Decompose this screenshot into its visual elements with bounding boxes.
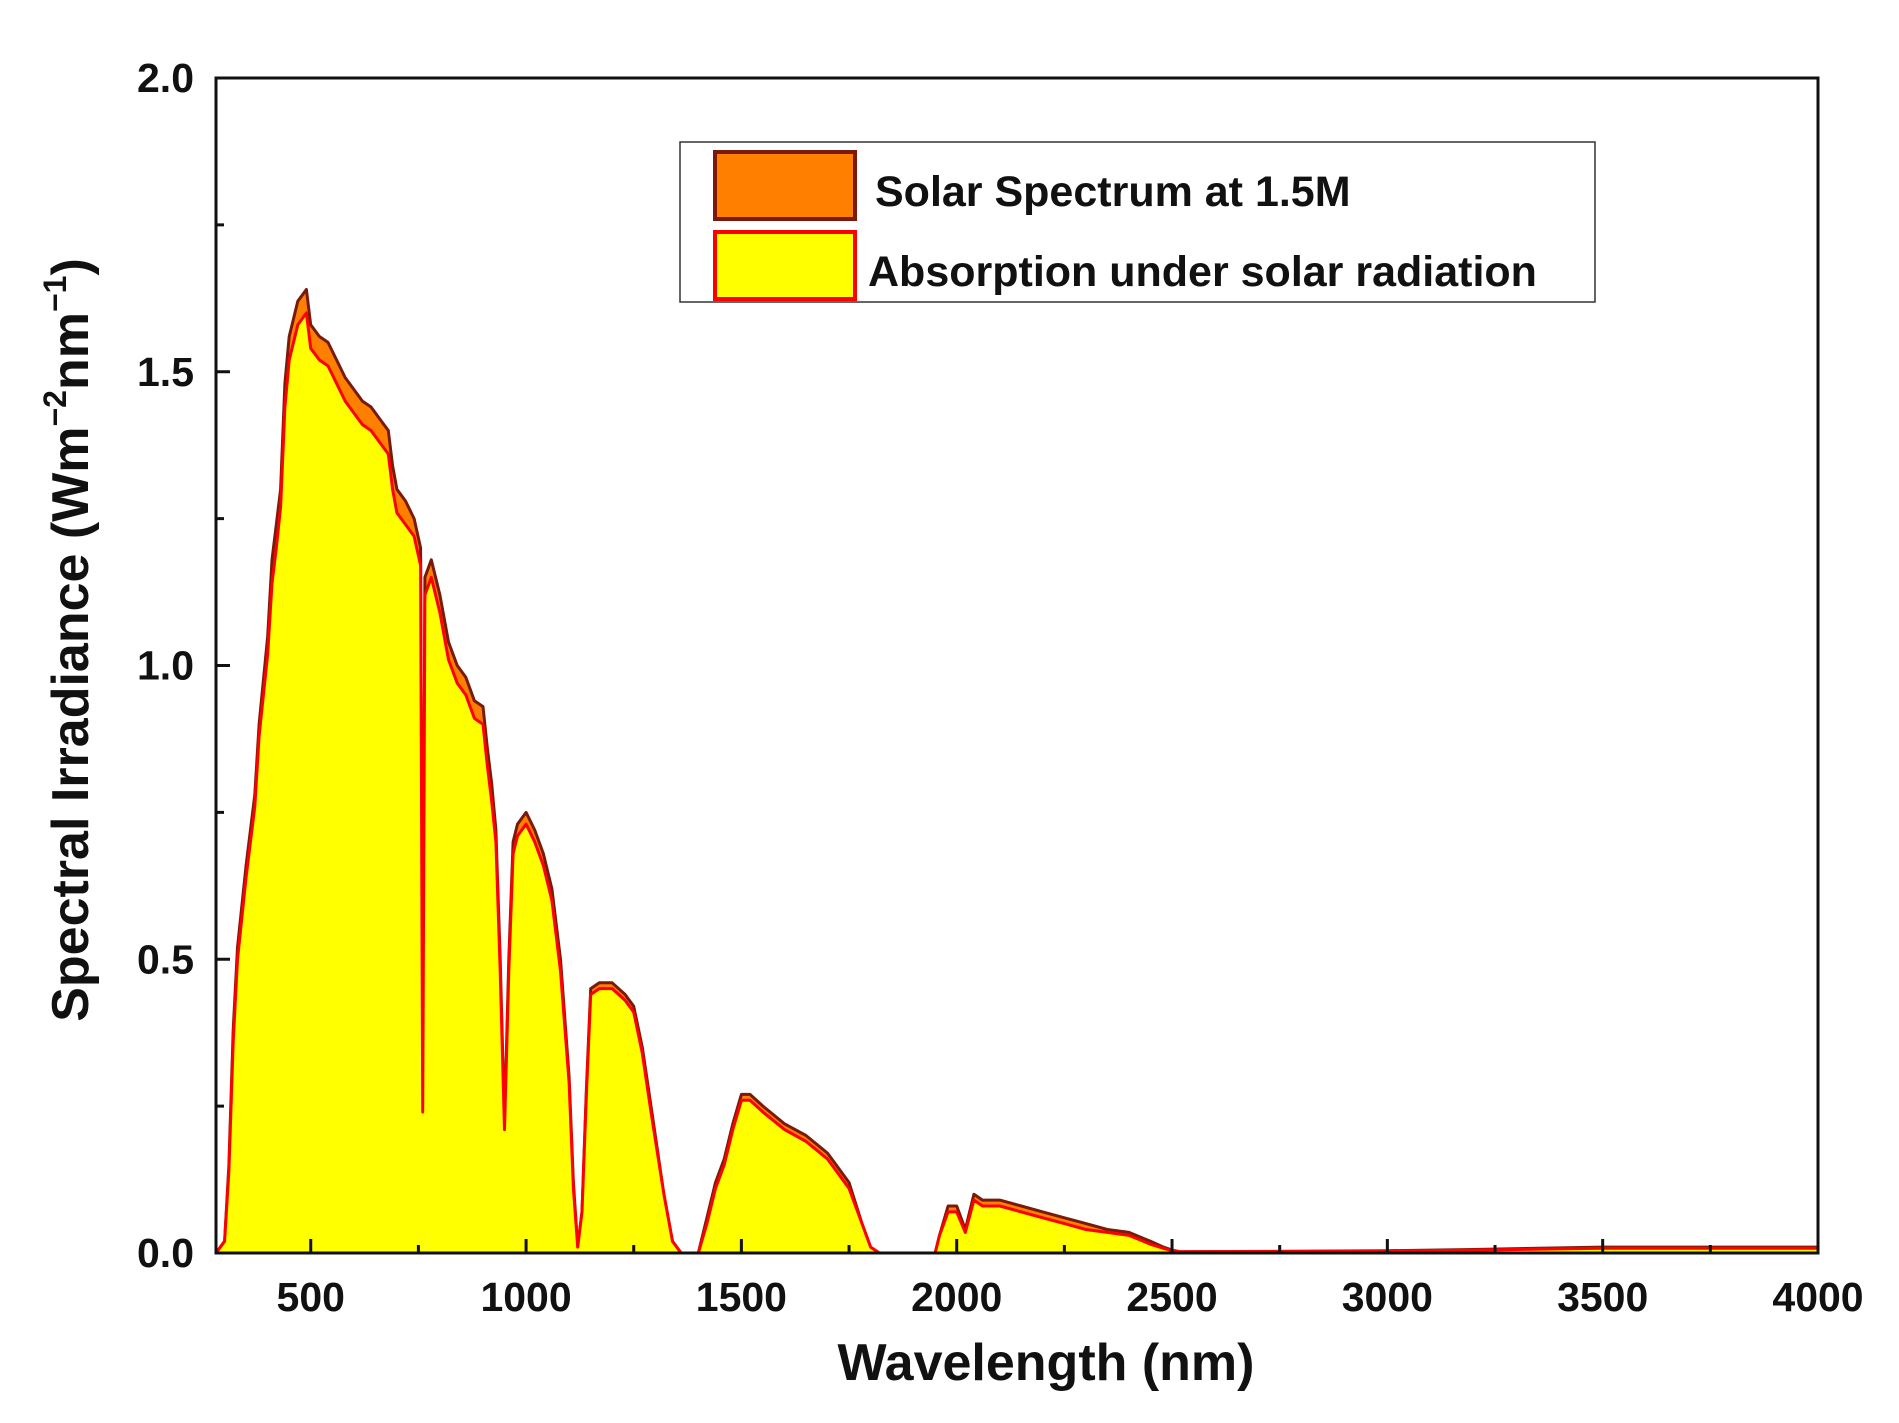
x-tick-label: 1500 <box>696 1274 787 1320</box>
y-axis-title-sup1: −2 <box>37 390 73 426</box>
y-axis-title-main: Spectral Irradiance (Wm <box>42 426 100 1021</box>
x-tick-label: 2000 <box>911 1274 1002 1320</box>
x-axis-title: Wavelength (nm) <box>838 1334 1255 1392</box>
y-axis-title-mid: nm <box>42 312 100 390</box>
legend-label-solar-spectrum: Solar Spectrum at 1.5M <box>875 168 1351 216</box>
y-tick-label: 0.0 <box>137 1230 194 1276</box>
series-area-1 <box>216 313 1818 1253</box>
x-tick-label: 4000 <box>1772 1274 1863 1320</box>
x-tick-label: 2500 <box>1126 1274 1217 1320</box>
x-tick-label: 3500 <box>1557 1274 1648 1320</box>
x-tick-label: 1000 <box>480 1274 571 1320</box>
y-tick-label: 2.0 <box>137 55 194 101</box>
y-tick-label: 1.5 <box>137 349 194 395</box>
legend-label-absorption: Absorption under solar radiation <box>868 248 1537 296</box>
legend: Solar Spectrum at 1.5M Absorption under … <box>679 141 1596 303</box>
y-axis-title-sup2: −1 <box>37 276 73 312</box>
y-tick-label: 1.0 <box>137 643 194 689</box>
legend-swatch-absorption <box>713 230 857 301</box>
y-axis-title: Spectral Irradiance (Wm−2nm−1) <box>37 258 100 1022</box>
axis-ticks: 500 1000 1500 2000 2500 3000 3500 4000 0.0 0.5 1.0… <box>137 55 1864 1320</box>
y-axis-title-end: ) <box>42 258 100 275</box>
legend-swatch-solar-spectrum <box>713 150 857 221</box>
y-tick-label: 0.5 <box>137 936 194 982</box>
plot-area <box>214 288 1818 1255</box>
series-line-1 <box>214 311 1818 1255</box>
x-tick-label: 500 <box>277 1274 345 1320</box>
x-tick-label: 3000 <box>1342 1274 1433 1320</box>
